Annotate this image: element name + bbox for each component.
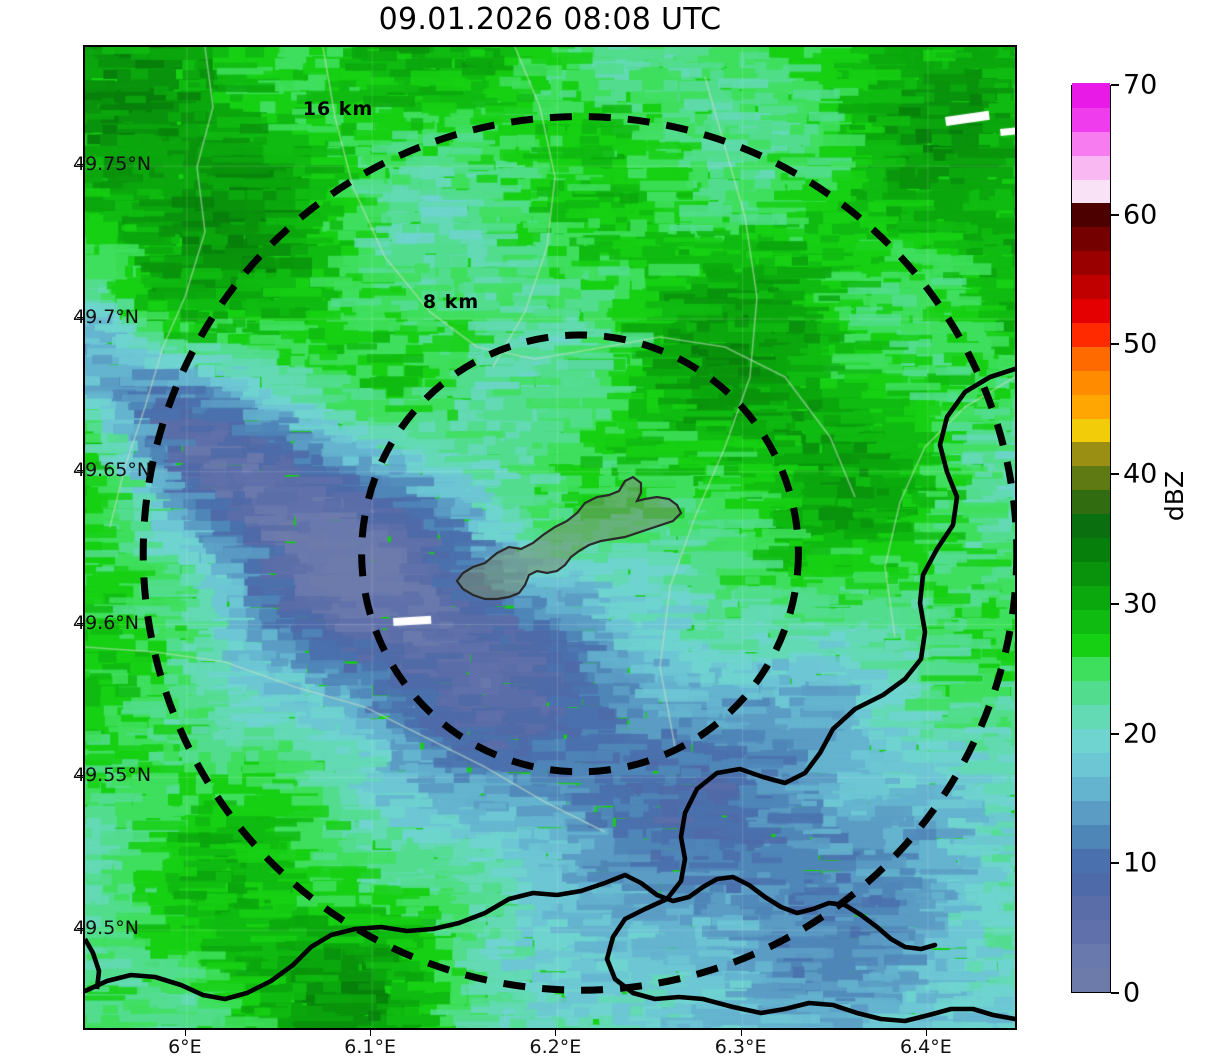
colorbar-segment xyxy=(1072,465,1110,491)
latitude-tick-mark xyxy=(77,622,83,624)
colorbar-tick-label: 30 xyxy=(1123,588,1158,620)
longitude-tick-label: 6.1°E xyxy=(344,1036,397,1058)
colorbar-segment xyxy=(1072,441,1110,467)
colorbar-segment xyxy=(1072,752,1110,777)
colorbar-tick-mark xyxy=(1111,732,1119,735)
longitude-tick-label: 6.2°E xyxy=(529,1036,582,1058)
colorbar-segment xyxy=(1072,513,1110,538)
colorbar-segment xyxy=(1072,656,1110,682)
colorbar-gradient xyxy=(1071,83,1111,993)
colorbar: 0 10 20 30 40 50 60 70 xyxy=(1071,70,1157,1009)
range-ring-label: 16 km xyxy=(302,98,374,120)
colorbar-tick-label: 0 xyxy=(1123,977,1141,1009)
colorbar-tick-label: 50 xyxy=(1123,328,1158,360)
longitude-tick-mark xyxy=(925,1030,927,1036)
latitude-tick-mark xyxy=(77,316,83,318)
longitude-tick-mark xyxy=(370,1030,372,1036)
colorbar-segment xyxy=(1072,250,1110,276)
colorbar-segment xyxy=(1072,370,1110,395)
map-overlay xyxy=(85,113,1015,1024)
country-border-south xyxy=(85,872,938,1002)
colorbar-segment xyxy=(1072,967,1110,992)
colorbar-tick-mark xyxy=(1111,473,1119,476)
colorbar-segment xyxy=(1072,585,1110,610)
colorbar-segment xyxy=(1072,895,1110,921)
colorbar-segment xyxy=(1072,394,1110,419)
range-ring-16km xyxy=(139,113,1015,994)
colorbar-title: dBZ xyxy=(1160,470,1189,522)
longitude-tick-label: 6.4°E xyxy=(900,1036,952,1058)
latitude-tick-mark xyxy=(77,164,83,166)
colorbar-segment xyxy=(1072,274,1110,300)
colorbar-segment xyxy=(1072,609,1110,634)
longitude-tick-label: 6°E xyxy=(168,1036,202,1058)
colorbar-segment xyxy=(1072,226,1110,252)
colorbar-segment xyxy=(1072,489,1110,515)
range-ring-8km xyxy=(358,331,802,776)
colorbar-segment xyxy=(1072,179,1110,204)
figure-title: 09.01.2026 08:08 UTC xyxy=(378,2,722,37)
radar-plot-area xyxy=(83,45,1017,1030)
colorbar-tick-mark xyxy=(1111,862,1119,865)
colorbar-segment xyxy=(1072,155,1110,180)
colorbar-tick-mark xyxy=(1111,343,1119,346)
range-ring-label: 8 km xyxy=(422,291,480,313)
colorbar-segment xyxy=(1072,131,1110,156)
colorbar-segment xyxy=(1072,107,1110,132)
colorbar-tick-mark xyxy=(1111,213,1119,216)
colorbar-tick-mark xyxy=(1111,992,1119,994)
country-border-southwest xyxy=(85,937,102,990)
city-boundary-polygon xyxy=(455,475,683,601)
colorbar-tick-label: 10 xyxy=(1123,847,1158,879)
colorbar-segment xyxy=(1072,848,1110,873)
colorbar-segment xyxy=(1072,871,1110,897)
colorbar-segment xyxy=(1072,202,1110,228)
colorbar-tick-mark xyxy=(1111,84,1119,86)
colorbar-tick-mark xyxy=(1111,602,1119,605)
colorbar-tick-label: 20 xyxy=(1123,718,1158,750)
latitude-tick-mark xyxy=(77,469,83,471)
latitude-tick-mark xyxy=(77,775,83,777)
colorbar-tick-label: 60 xyxy=(1123,199,1158,231)
colorbar-segment xyxy=(1072,417,1110,443)
colorbar-segment xyxy=(1072,728,1110,754)
longitude-tick-label: 6.3°E xyxy=(714,1036,767,1058)
colorbar-segment xyxy=(1072,346,1110,371)
colorbar-segment xyxy=(1072,83,1110,108)
colorbar-segment xyxy=(1072,919,1110,945)
latitude-tick-mark xyxy=(77,928,83,930)
colorbar-segment xyxy=(1072,537,1110,562)
colorbar-segment xyxy=(1072,776,1110,801)
colorbar-segment xyxy=(1072,824,1110,849)
country-border-east xyxy=(604,366,1015,1024)
colorbar-segment xyxy=(1072,800,1110,825)
colorbar-segment xyxy=(1072,561,1110,586)
colorbar-segment xyxy=(1072,704,1110,730)
colorbar-segment xyxy=(1072,298,1110,323)
longitude-tick-mark xyxy=(555,1030,557,1036)
colorbar-tick-label: 70 xyxy=(1123,69,1158,101)
colorbar-segment xyxy=(1072,322,1110,347)
longitude-tick-mark xyxy=(184,1030,186,1036)
colorbar-tick-label: 40 xyxy=(1123,458,1158,490)
colorbar-segment xyxy=(1072,633,1110,658)
colorbar-segment xyxy=(1072,943,1110,969)
longitude-tick-mark xyxy=(740,1030,742,1036)
colorbar-segment xyxy=(1072,680,1110,706)
